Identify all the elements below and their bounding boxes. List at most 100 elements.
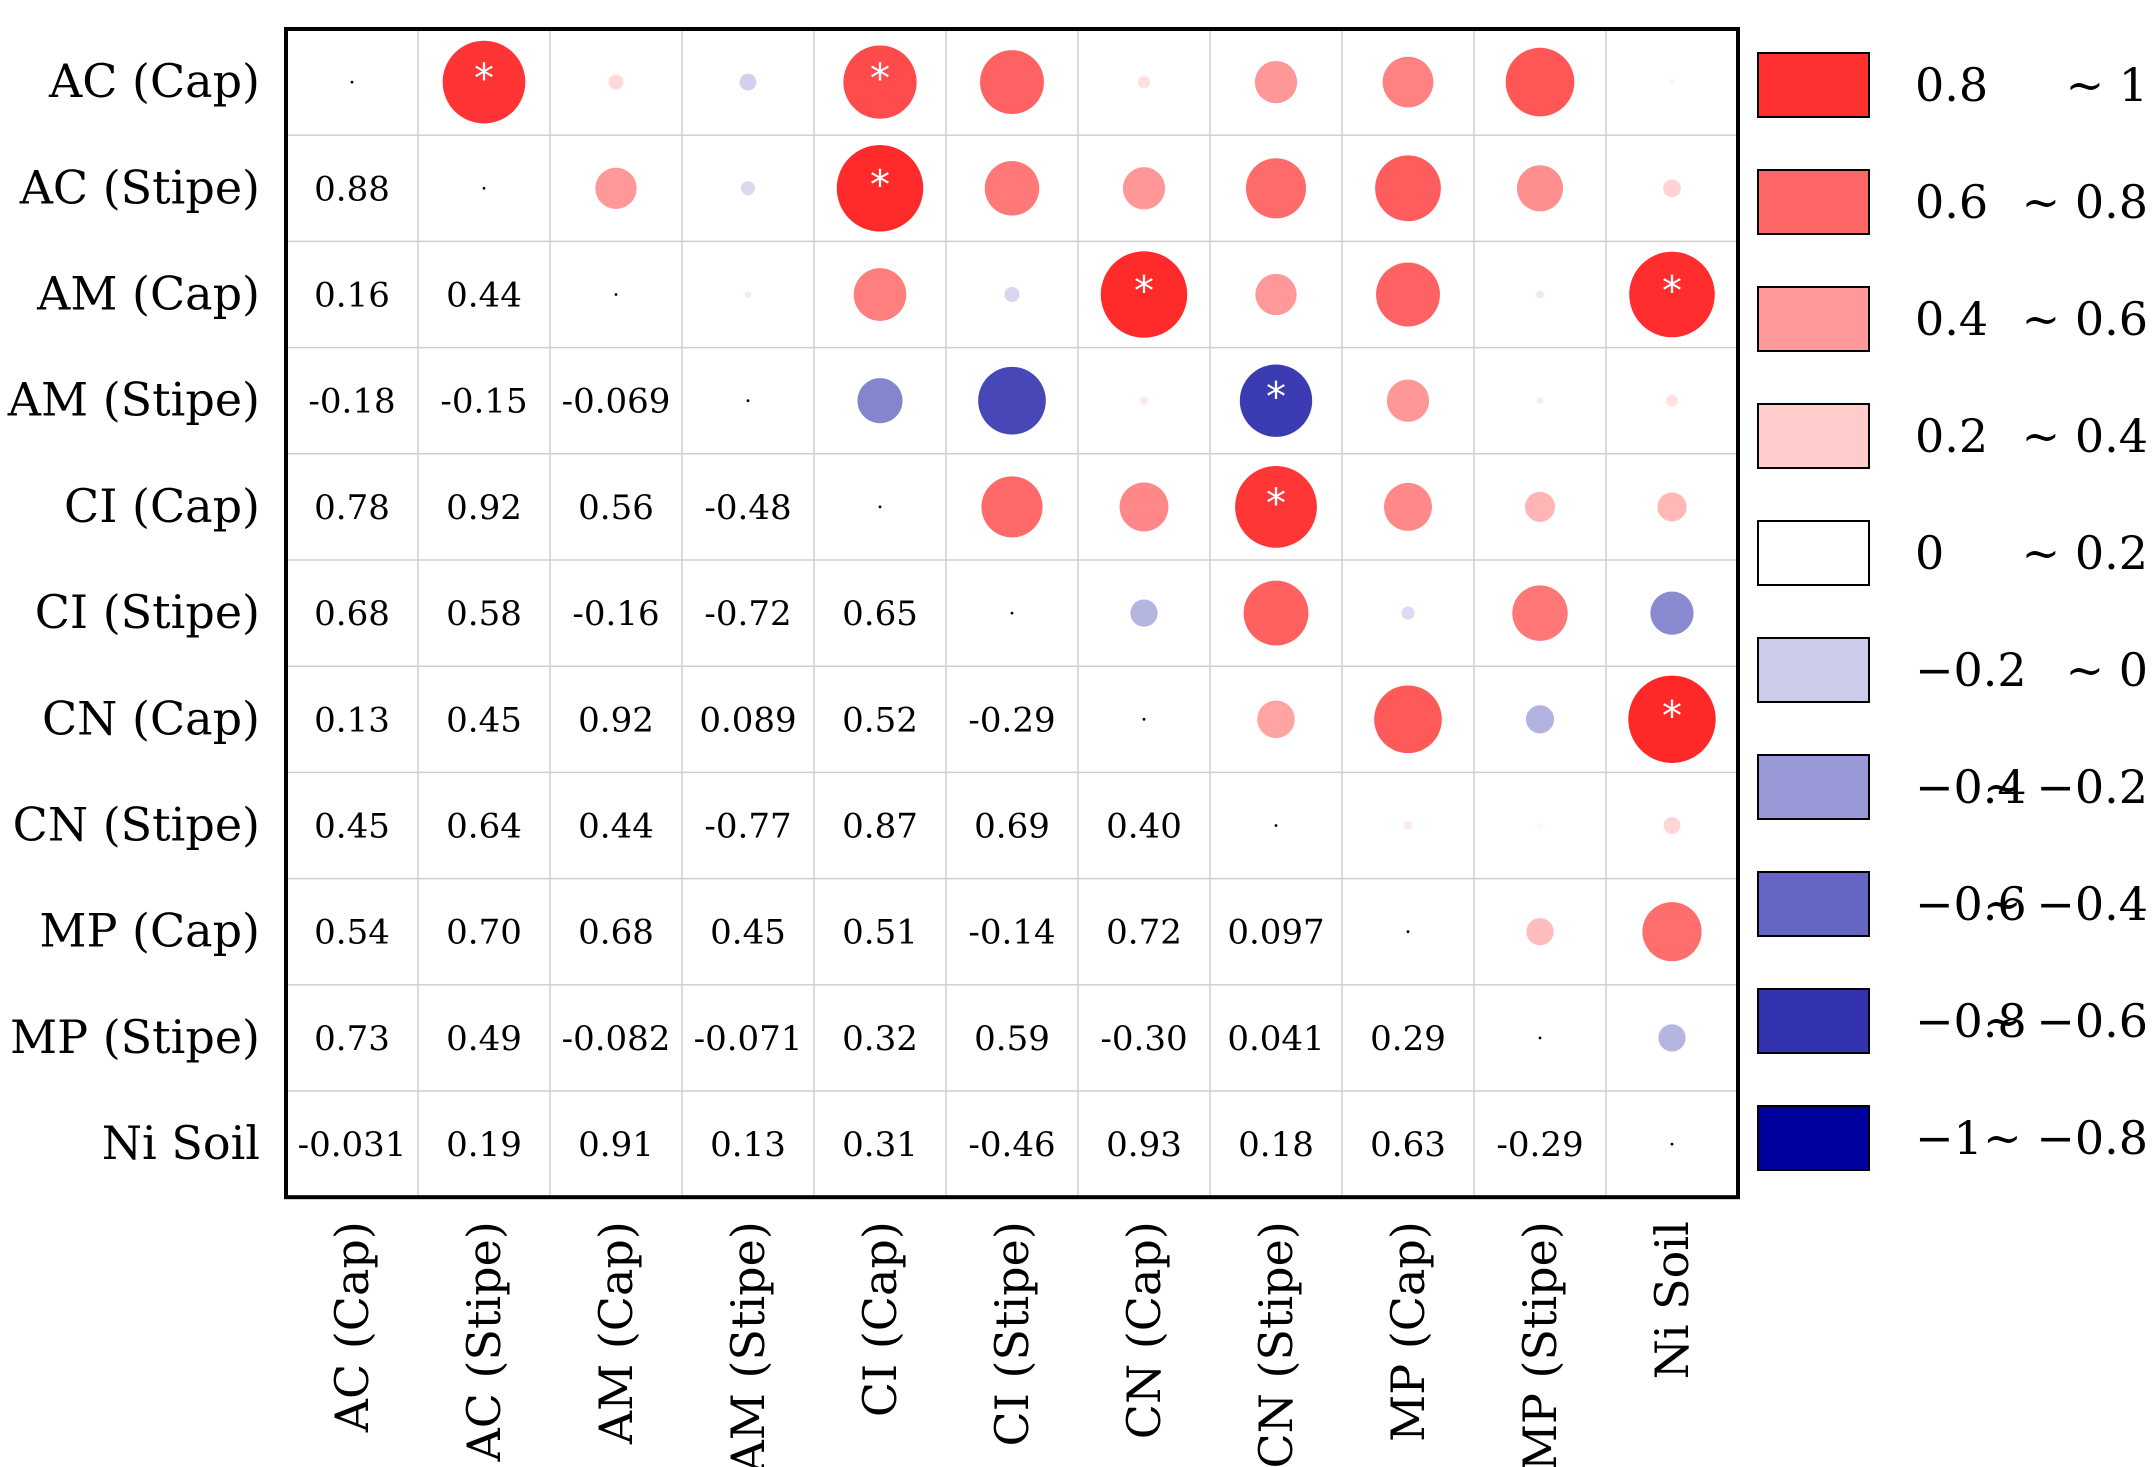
correlation-value-label: -0.72 [704,594,791,634]
row-label-ci-cap: CI (Cap) [64,479,260,533]
correlation-value-label: 0.45 [710,913,786,953]
legend-swatch [1757,403,1870,469]
legend-label: −0.2 [1915,643,2027,697]
correlation-value-label: 0.88 [314,169,390,209]
correlation-value-label: 0.44 [578,807,654,847]
correlation-circle [1245,158,1307,219]
color-legend: 0.8 ~ 1 0.6 ~ 0.8 0.4 ~ 0.6 0.2 ~ 0.4 0 ~ 0.2 −0.2… [1757,52,2148,1171]
correlation-circle [984,161,1040,216]
correlation-value-label: -0.14 [968,913,1055,953]
legend-range-end: ~ 0.4 [2022,409,2148,463]
legend-range-end: ~ 0.8 [2022,175,2148,229]
correlation-value-label: 0.13 [314,700,390,740]
correlation-value-label: -0.082 [562,1019,671,1059]
correlation-cells: * * 0.88 * 0.16 0.44 * * -0.18 -0.15 -0.069 * 0.78 0.… [298,40,1716,1165]
correlation-value-label: 0.64 [446,807,522,847]
legend-swatch [1757,169,1870,235]
diagonal-dot [350,80,354,84]
significance-star: * [1266,375,1286,421]
correlation-value-label: 0.19 [446,1125,522,1165]
correlation-value-label: 0.59 [974,1019,1050,1059]
diagonal-dot [1406,930,1410,934]
diagonal-dot [1142,717,1146,721]
correlation-value-label: 0.13 [710,1125,786,1165]
column-label-ci-stipe: CI (Stipe) [985,1221,1039,1446]
column-label-mp-cap: MP (Cap) [1381,1221,1435,1442]
legend-swatch [1757,637,1870,703]
correlation-circle [1100,251,1188,338]
correlation-circle [1375,155,1441,222]
correlation-circle [1524,491,1556,522]
correlation-circle [1628,675,1716,764]
correlation-circle [853,268,907,321]
column-label-ac-stipe: AC (Stipe) [457,1221,511,1462]
legend-label: 0.4 [1915,292,1988,346]
row-label-ni-soil: Ni Soil [102,1116,260,1170]
correlation-circle [1374,685,1442,754]
diagonal-dot [1670,1142,1674,1146]
significance-star: * [870,56,890,102]
correlation-circle [739,73,757,91]
column-label-ci-cap: CI (Cap) [853,1221,907,1417]
correlation-value-label: 0.70 [446,913,522,953]
column-label-am-stipe: AM (Stipe) [721,1221,775,1467]
diagonal-dot [1274,824,1278,827]
legend-range-end: ~ 0.6 [2022,292,2148,346]
correlation-circle [1382,56,1434,108]
diagonal-dot [1538,1036,1542,1040]
correlation-circle [1516,165,1564,212]
matrix-frame [284,27,1740,1200]
correlation-value-label: 0.54 [314,913,390,953]
correlation-value-label: -0.16 [572,594,659,634]
correlation-value-label: -0.29 [1496,1125,1583,1165]
correlation-value-label: 0.31 [842,1125,918,1165]
significance-star: * [1662,269,1682,315]
row-label-am-stipe: AM (Stipe) [7,373,260,427]
correlation-circle [1663,817,1681,834]
correlation-value-label: -0.18 [308,382,395,422]
legend-range-end: ~ −0.2 [1983,760,2148,814]
correlation-circle [1536,290,1544,299]
correlation-value-label: -0.46 [968,1125,1055,1165]
correlation-value-label: -0.15 [440,382,527,422]
legend-range-end: ~ −0.6 [1983,994,2148,1048]
row-label-ci-stipe: CI (Stipe) [35,585,260,639]
correlation-circle [1254,60,1298,104]
significance-star: * [1134,269,1154,315]
correlation-circle [1505,47,1575,117]
legend-swatch [1757,52,1870,118]
legend-swatch [1757,520,1870,586]
correlation-circle [1629,251,1715,338]
diagonal-dot [746,399,750,403]
correlation-value-label: 0.92 [578,700,654,740]
correlation-circle [1243,580,1309,646]
legend-label: 0.2 [1915,409,1988,463]
diagonal-dot [482,186,486,190]
correlation-value-label: 0.32 [842,1019,918,1059]
correlation-value-label: 0.58 [446,594,522,634]
correlation-circle [1401,606,1415,620]
column-label-cn-cap: CN (Cap) [1117,1221,1171,1439]
correlation-circle [740,181,756,196]
grid-lines [286,29,1738,1198]
correlation-value-label: 0.40 [1106,807,1182,847]
correlation-circle [1657,492,1687,522]
correlation-circle [442,40,526,124]
correlation-value-label: 0.69 [974,807,1050,847]
correlation-circle [1665,394,1679,407]
correlation-circle [978,366,1046,435]
correlation-value-label: 0.56 [578,488,654,528]
legend-range-end: ~ 0 [2066,643,2148,697]
correlation-circle [1004,286,1020,303]
correlation-circle [1663,179,1681,198]
column-label-ni-soil: Ni Soil [1645,1221,1699,1379]
correlation-circle [1536,397,1544,405]
correlation-circle [1650,591,1694,635]
legend-label: −0.8 [1915,994,2027,1048]
correlation-circle [1122,167,1166,210]
legend-label: 0.8 [1915,58,1988,112]
correlation-value-label: 0.87 [842,807,918,847]
correlation-value-label: 0.65 [842,594,918,634]
correlation-value-label: 0.63 [1370,1125,1446,1165]
correlation-circle [1139,396,1149,405]
